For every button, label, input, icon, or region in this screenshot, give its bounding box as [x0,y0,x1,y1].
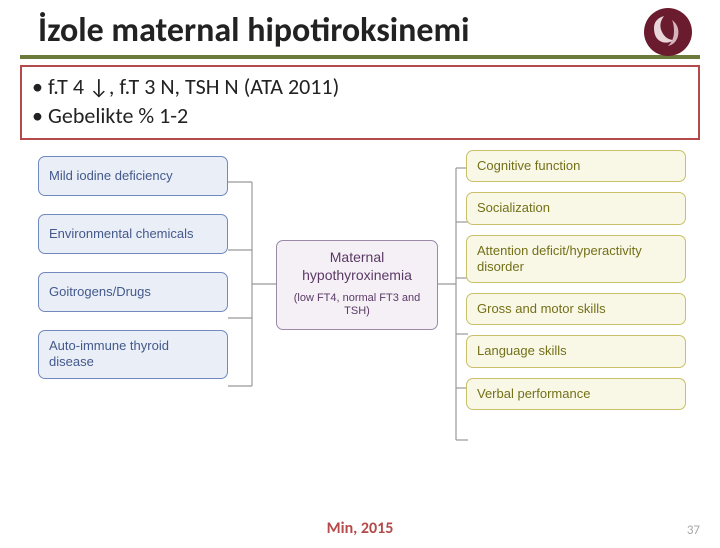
flow-diagram: Mild iodine deficiency Environmental che… [20,150,700,470]
outcome-social: Socialization [466,192,686,224]
center-title: Maternal hypothyroxinemia [285,249,429,284]
citation: Min, 2015 [0,519,720,538]
outcomes-column: Cognitive function Socialization Attenti… [466,150,686,410]
outcome-cognitive: Cognitive function [466,150,686,182]
causes-column: Mild iodine deficiency Environmental che… [38,156,228,379]
outcome-motor: Gross and motor skills [466,293,686,325]
center-sub: (low FT4, normal FT3 and TSH) [285,292,429,318]
bullet-1: f.T 4 ↓, f.T 3 N, TSH N (ATA 2011) [32,73,688,102]
title-bar: İzole maternal hipotiroksinemi [20,8,700,59]
outcome-adhd: Attention deficit/hyperactivity disorder [466,235,686,284]
page-title: İzole maternal hipotiroksinemi [20,8,700,55]
page-number: 37 [687,523,700,538]
outcome-verbal: Verbal performance [466,378,686,410]
center-node: Maternal hypothyroxinemia (low FT4, norm… [276,240,438,329]
logo-icon [642,6,694,58]
cause-chemicals: Environmental chemicals [38,214,228,254]
bullets-box: f.T 4 ↓, f.T 3 N, TSH N (ATA 2011) Gebel… [20,65,700,140]
outcome-language: Language skills [466,335,686,367]
cause-iodine: Mild iodine deficiency [38,156,228,196]
bullet-2: Gebelikte % 1-2 [32,102,688,131]
cause-autoimmune: Auto-immune thyroid disease [38,330,228,379]
cause-goitrogens: Goitrogens/Drugs [38,272,228,312]
